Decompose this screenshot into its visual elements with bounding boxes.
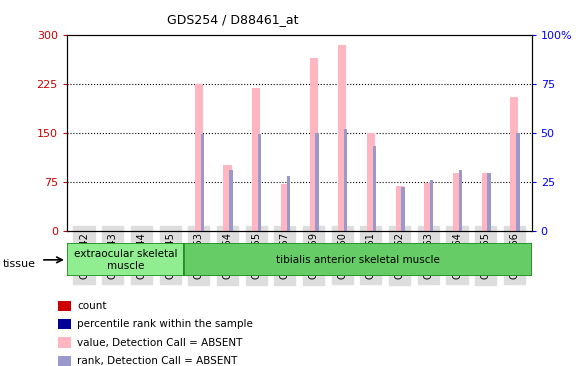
Text: value, Detection Call = ABSENT: value, Detection Call = ABSENT [77,337,243,348]
FancyBboxPatch shape [184,243,532,276]
Bar [58,356,71,366]
Text: extraocular skeletal
muscle: extraocular skeletal muscle [74,249,177,271]
Bar [482,173,490,231]
Bar [516,132,519,231]
Bar [252,88,260,231]
Text: GDS254 / D88461_at: GDS254 / D88461_at [167,13,298,26]
Bar [195,84,203,231]
Text: count: count [77,301,107,311]
Bar [510,97,518,231]
Bar [224,165,231,231]
Bar [401,187,405,231]
Bar [58,337,71,348]
Text: rank, Detection Call = ABSENT: rank, Detection Call = ABSENT [77,356,238,366]
Bar [424,183,432,231]
Bar [344,130,347,231]
Bar [229,170,232,231]
Bar [487,173,491,231]
Bar [453,173,461,231]
FancyBboxPatch shape [67,243,184,276]
Text: tissue: tissue [3,259,36,269]
Bar [200,134,204,231]
Text: tibialis anterior skeletal muscle: tibialis anterior skeletal muscle [276,255,440,265]
Bar [459,170,462,231]
Bar [286,176,290,231]
Bar [430,180,433,231]
Bar [367,132,375,231]
Bar [58,301,71,311]
Bar [58,319,71,329]
Bar [258,134,261,231]
Bar [396,186,404,231]
Text: percentile rank within the sample: percentile rank within the sample [77,319,253,329]
Bar [338,45,346,231]
Bar [281,184,289,231]
Bar [310,57,318,231]
Bar [315,132,319,231]
Bar [372,146,376,231]
